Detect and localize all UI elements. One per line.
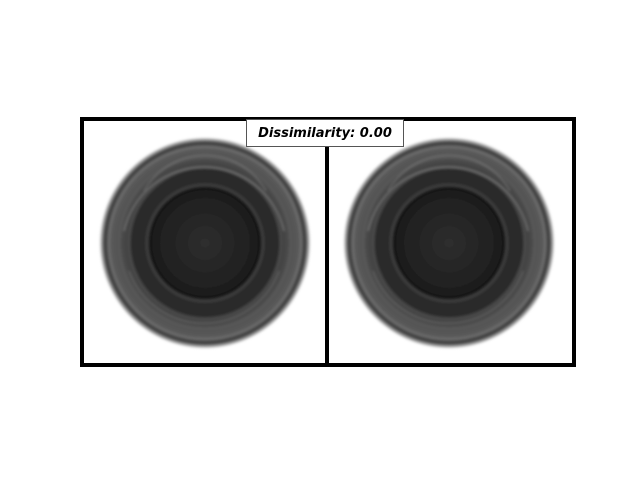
lens-icon <box>100 138 310 348</box>
lens-icon <box>344 138 554 348</box>
right-image-panel <box>329 121 570 363</box>
panel-divider <box>325 117 329 367</box>
left-image-panel <box>84 121 325 363</box>
dissimilarity-title: Dissimilarity: 0.00 <box>246 119 404 147</box>
